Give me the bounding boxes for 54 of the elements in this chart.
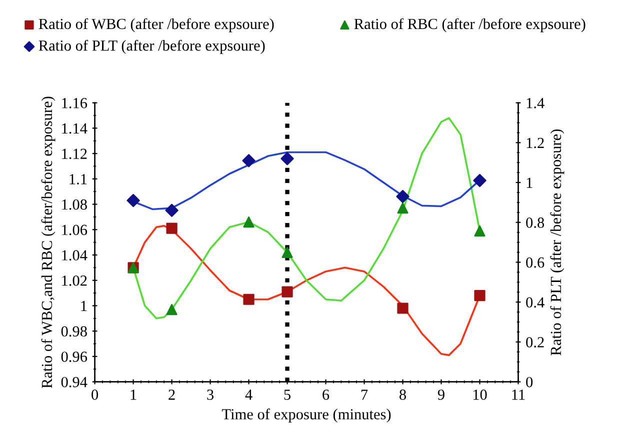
y2-tick-label: 0 <box>526 376 533 388</box>
point <box>280 152 294 166</box>
point <box>126 194 140 208</box>
point <box>243 294 254 305</box>
y-tick-label: 1.16 <box>62 98 88 108</box>
y-tick-label: 0.98 <box>61 326 87 337</box>
y2-tick-label: 1.2 <box>526 138 544 148</box>
y2-tick-label: 0.2 <box>526 337 544 348</box>
y-tick-label: 1.08 <box>62 199 87 210</box>
y-tick-label: 1 <box>81 300 87 312</box>
legend-label: Ratio of PLT (after /before expsoure) <box>38 40 265 54</box>
point <box>242 154 256 168</box>
x-tick-label: 1 <box>130 390 136 400</box>
x-tick-label: 8 <box>400 390 406 400</box>
point <box>243 216 254 228</box>
x-axis-title: Time of exposure (minutes) <box>222 408 391 423</box>
point <box>396 190 410 204</box>
x-tick-label: 2 <box>168 390 175 400</box>
point <box>473 174 486 188</box>
y-tick-label: 0.94 <box>61 376 88 388</box>
x-tick-label: 7 <box>361 390 368 400</box>
x-tick-label: 10 <box>473 390 487 400</box>
legend-label: Ratio of WBC (after /before expsoure) <box>38 18 274 32</box>
point <box>282 246 293 258</box>
y-tick-label: 1.1 <box>70 174 87 184</box>
x-tick-label: 5 <box>284 390 290 400</box>
x-tick-label: 4 <box>245 390 252 400</box>
y2-tick-label: 0.6 <box>526 257 544 268</box>
y2-tick-label: 1.4 <box>526 98 544 108</box>
point <box>282 286 293 298</box>
point <box>166 222 178 234</box>
point <box>474 290 486 302</box>
x-tick-label: 9 <box>438 390 444 400</box>
point <box>166 304 178 316</box>
y2-tick-label: 0.4 <box>526 297 544 308</box>
point <box>165 204 178 218</box>
legend-label: Ratio of RBC (after /before expsoure) <box>354 18 586 32</box>
y2-axis-title: Ratio of PLT (after /before exposure) <box>550 129 564 356</box>
y-tick-label: 1.02 <box>62 275 87 286</box>
point <box>397 202 408 214</box>
point <box>474 225 486 236</box>
y-tick-label: 1.14 <box>62 123 88 134</box>
y2-tick-label: 1 <box>526 178 532 188</box>
x-tick-label: 3 <box>207 390 214 400</box>
y-axis-title: Ratio of WBC,and RBC (after/before exposure) <box>41 96 56 388</box>
y-tick-label: 0.96 <box>61 352 88 362</box>
x-tick-label: 11 <box>512 390 525 400</box>
y2-tick-label: 0.8 <box>526 218 544 228</box>
y-tick-label: 1.04 <box>62 250 88 261</box>
y-tick-label: 1.06 <box>62 224 88 236</box>
x-tick-label: 0 <box>92 390 98 400</box>
point <box>397 302 408 314</box>
x-tick-label: 6 <box>322 390 330 400</box>
y-tick-label: 1.12 <box>62 148 87 160</box>
